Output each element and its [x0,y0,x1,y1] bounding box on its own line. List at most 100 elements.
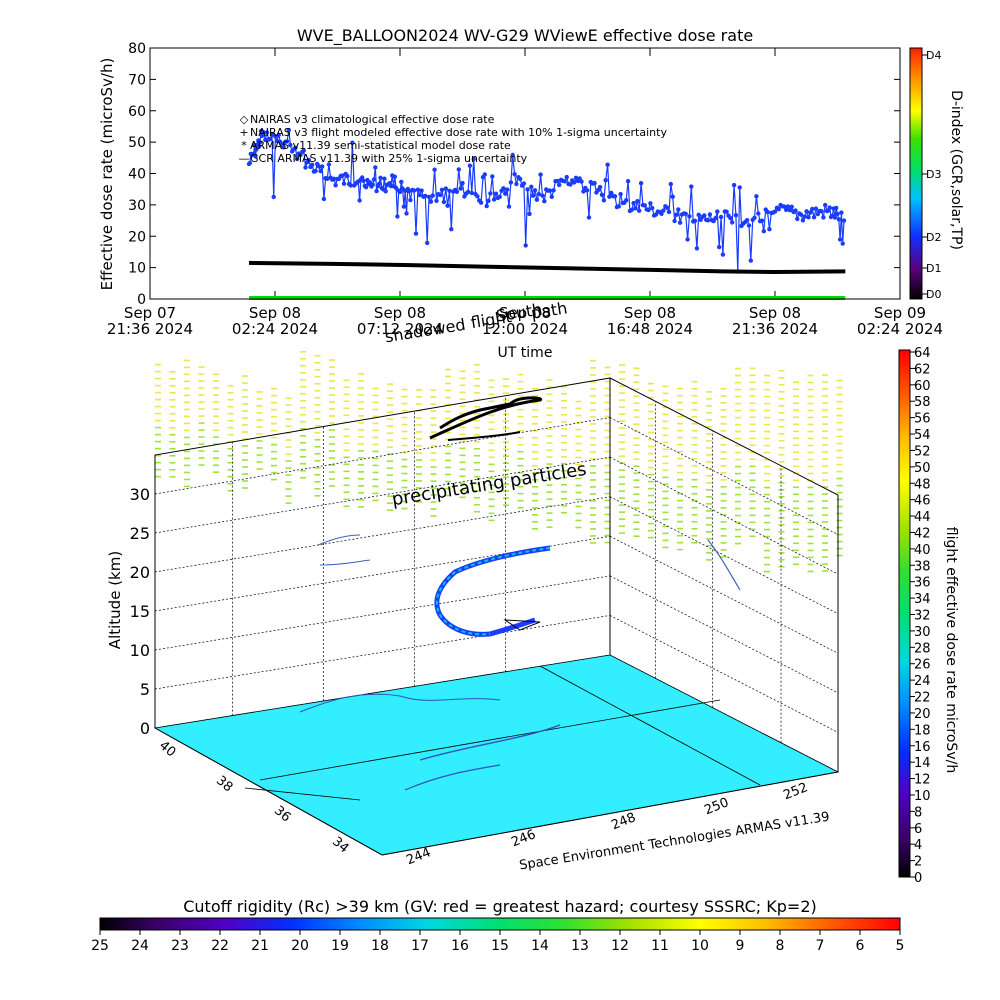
rigidity-tick-label: 9 [736,938,745,954]
dose-rate-tick-label: 50 [914,461,931,476]
dose-rate-tick-label: 40 [914,543,931,558]
ground-contour [404,764,501,791]
dose-rate-colorbar-ticks: 0246810121416182022242628303234363840424… [910,346,931,886]
dose-rate-tick-label: 32 [914,609,931,624]
altitude-tick-label: 5 [140,680,150,699]
dose-rate-tick-label: 22 [914,691,931,706]
y-tick-label: 60 [128,104,146,120]
rigidity-tick-label: 21 [251,938,269,954]
gridline [609,456,839,575]
dose-rate-tick-label: 64 [914,346,931,361]
x-tick-label-time: 02:24 2024 [857,320,943,338]
rigidity-tick-label: 24 [131,938,149,954]
cutoff-rigidity-title: Cutoff rigidity (Rc) >39 km (GV: red = g… [183,897,817,916]
x-tick-label-date: Sep 08 [624,304,676,322]
latitude-tick-label: 40 [156,738,178,760]
rigidity-tick-label: 6 [856,938,865,954]
left-wall-outline [154,377,611,728]
right-wall-outline [609,377,839,772]
flight-track-highlight [435,547,551,636]
x-tick-label-date: Sep 07 [124,304,176,322]
cutoff-rigidity-panel: Cutoff rigidity (Rc) >39 km (GV: red = g… [91,897,904,954]
y-tick-label: 80 [128,41,146,57]
x-tick-label-date: Sep 08 [749,304,801,322]
y-tick-label: 70 [128,72,146,88]
dose-rate-series-line [248,130,845,272]
x-tick-label-date: Sep 09 [874,304,926,322]
rigidity-tick-label: 18 [371,938,389,954]
rigidity-tick-label: 16 [451,938,469,954]
dose-rate-tick-label: 4 [914,838,922,853]
ground-contour [299,693,501,713]
cutoff-rigidity-colorbar [99,917,901,931]
legend-entry: GCR ARMAS v11.39 with 25% 1-sigma uncert… [250,152,528,165]
dose-rate-tick-label: 8 [914,805,922,820]
dose-rate-tick-label: 14 [914,756,931,771]
legend-symbol: * [241,139,247,152]
dose-rate-tick-label: 0 [914,871,922,886]
rigidity-tick-label: 14 [531,938,549,954]
dose-rate-tick-label: 18 [914,723,931,738]
dose-rate-tick-label: 54 [914,428,931,443]
y-tick-label: 20 [128,229,146,245]
dose-rate-tick-label: 42 [914,526,931,541]
latitude-tick-label: 36 [271,803,293,825]
y-tick-label: 40 [128,167,146,183]
longitude-tick-label: 250 [702,795,731,818]
x-tick-label-time: 12:00 2024 [482,320,568,338]
dose-rate-tick-label: 52 [914,444,931,459]
d-index-colorbar [909,47,923,300]
x-tick-label-time: 21:36 2024 [107,320,193,338]
dose-rate-tick-label: 26 [914,658,931,673]
dose-rate-tick-label: 46 [914,494,931,509]
dose-rate-tick-label: 48 [914,477,931,492]
flight-track-left-projection [317,534,371,566]
legend-symbol: + [239,126,248,139]
time-series-ylabel: Effective dose rate (microSv/h) [98,58,116,291]
altitude-axis-label: Altitude (km) [106,551,124,649]
y-tick-label: 0 [137,292,146,308]
altitude-tick-label: 15 [130,602,150,621]
gridline [154,575,611,651]
dose-rate-tick-label: 16 [914,740,931,755]
legend-symbol: — [239,152,250,165]
latitude-axis-line [154,727,383,856]
longitude-tick-label: 248 [609,810,638,833]
gcr-series-line [248,260,846,275]
dose-rate-tick-label: 28 [914,641,931,656]
gridline [154,496,611,573]
ground-gridline [244,787,361,801]
rigidity-tick-label: 15 [491,938,509,954]
gridline [154,615,611,690]
rigidity-tick-label: 20 [291,938,309,954]
rigidity-tick-label: 10 [691,938,709,954]
dose-rate-tick-label: 34 [914,592,931,607]
rigidity-tick-label: 5 [896,938,905,954]
time-series-panel: WVE_BALLOON2024 WV-G29 WViewE effective … [98,26,964,361]
d-index-tick-label: D1 [926,262,941,275]
rigidity-tick-label: 13 [571,938,589,954]
rigidity-tick-label: 7 [816,938,825,954]
d-index-tick-label: D4 [926,49,941,62]
gridline [154,456,611,534]
dose-rate-tick-label: 30 [914,625,931,640]
d-index-tick-label: D2 [926,231,941,244]
dose-rate-tick-label: 44 [914,510,931,525]
ground-plane-lines [244,665,761,801]
latitude-tick-label: 38 [213,773,235,795]
dose-rate-colorbar-label: flight effective dose rate microSv/h [943,527,959,773]
x-tick-label-date: Sep 08 [374,304,426,322]
dose-rate-tick-label: 36 [914,576,931,591]
flight-track [317,396,741,637]
time-series-title: WVE_BALLOON2024 WV-G29 WViewE effective … [297,26,753,46]
dose-rate-tick-label: 6 [914,822,922,837]
d-index-tick-label: D0 [926,288,941,301]
dose-rate-colorbar [898,349,911,878]
legend-entry: NAIRAS v3 flight modeled effective dose … [250,126,667,139]
rigidity-tick-label: 17 [411,938,429,954]
x-tick-label-time: 16:48 2024 [607,320,693,338]
time-series-frame [149,47,901,300]
